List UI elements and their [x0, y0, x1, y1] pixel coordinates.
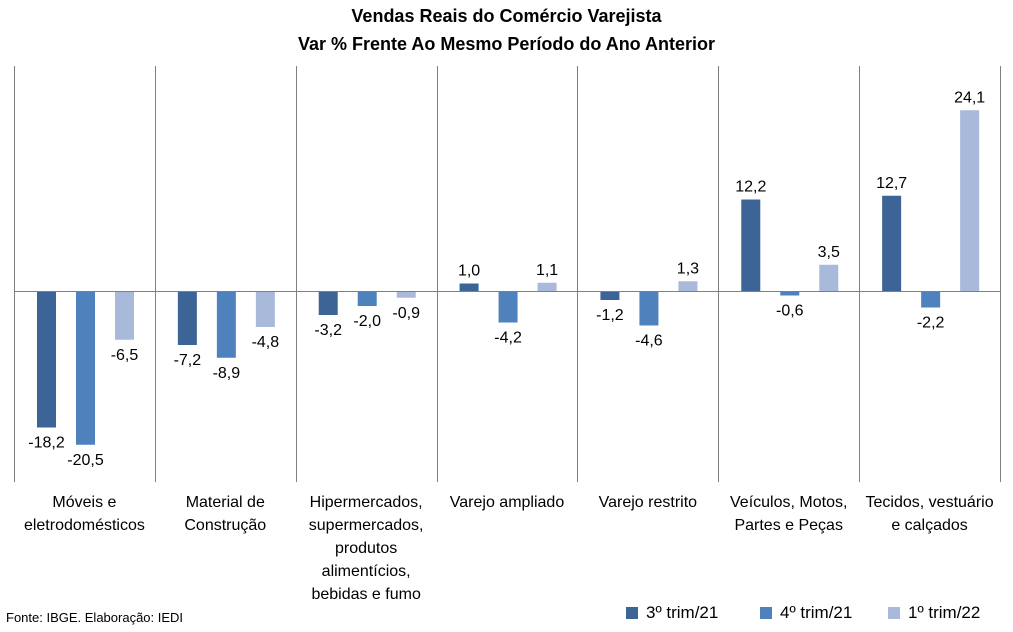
source-note: Fonte: IBGE. Elaboração: IEDI	[6, 610, 184, 625]
bar	[741, 199, 761, 291]
category-label: Hipermercados,	[310, 494, 423, 511]
data-label: -8,9	[213, 365, 241, 382]
category-label: Tecidos, vestuário	[866, 494, 994, 511]
category-label: produtos	[335, 540, 397, 557]
data-label: -4,2	[494, 330, 522, 347]
category-label: e calçados	[891, 517, 968, 534]
data-label: -4,6	[635, 333, 663, 350]
data-label: -4,8	[252, 334, 280, 351]
category-label: Varejo restrito	[599, 494, 698, 511]
category-label: Móveis e	[52, 494, 116, 511]
bar	[498, 291, 518, 323]
data-label: -1,2	[596, 307, 624, 324]
bar	[357, 291, 377, 306]
legend-item-series-3: 1º trim/22	[888, 603, 980, 623]
chart-subtitle: Var % Frente Ao Mesmo Período do Ano Ant…	[297, 34, 716, 54]
bar	[115, 291, 134, 340]
category-label: Construção	[184, 517, 266, 534]
data-label: -2,2	[917, 315, 945, 332]
legend-item-series-1: 3º trim/21	[626, 603, 718, 623]
data-label: -0,6	[776, 303, 804, 320]
bar	[318, 291, 338, 315]
category-label: supermercados,	[309, 517, 424, 534]
category-label: eletrodomésticos	[24, 517, 145, 534]
bar	[600, 291, 620, 300]
data-label: -6,5	[111, 347, 139, 364]
bar	[780, 291, 800, 296]
data-label: -3,2	[314, 322, 342, 339]
legend-swatch	[888, 607, 900, 619]
data-label: -2,0	[353, 313, 381, 330]
data-label: -20,5	[67, 452, 104, 469]
bar	[37, 291, 56, 428]
bar	[255, 291, 275, 327]
bar	[678, 281, 698, 291]
data-label: -18,2	[28, 435, 65, 452]
bar	[819, 264, 839, 291]
category-label: Material de	[186, 494, 265, 511]
chart-title: Vendas Reais do Comércio Varejista	[351, 6, 662, 26]
data-label: -7,2	[174, 352, 202, 369]
legend-label: 4º trim/21	[780, 603, 853, 622]
legend-swatch	[760, 607, 772, 619]
bar	[76, 291, 95, 445]
category-label: bebidas e fumo	[311, 586, 421, 603]
data-label: 1,0	[458, 263, 480, 280]
data-label: 24,1	[954, 89, 985, 106]
data-label: -0,9	[392, 305, 420, 322]
legend-item-series-2: 4º trim/21	[760, 603, 852, 623]
category-label: Partes e Peças	[734, 517, 843, 534]
bar	[177, 291, 197, 345]
bar	[396, 291, 416, 298]
data-label: 12,7	[876, 175, 907, 192]
bar	[537, 282, 557, 291]
bar	[882, 195, 902, 291]
legend-label: 3º trim/21	[646, 603, 719, 622]
category-label: Varejo ampliado	[450, 494, 565, 511]
data-label: 1,1	[536, 262, 558, 279]
legend-swatch	[626, 607, 638, 619]
data-label: 3,5	[818, 244, 840, 261]
bar	[216, 291, 236, 358]
bar	[921, 291, 941, 308]
bar	[960, 110, 980, 291]
data-label: 12,2	[735, 179, 766, 196]
data-label: 1,3	[677, 260, 699, 277]
category-label: alimentícios,	[322, 563, 411, 580]
bar	[639, 291, 659, 326]
category-label: Veículos, Motos,	[730, 494, 847, 511]
bar	[459, 283, 479, 291]
legend-label: 1º trim/22	[908, 603, 981, 622]
